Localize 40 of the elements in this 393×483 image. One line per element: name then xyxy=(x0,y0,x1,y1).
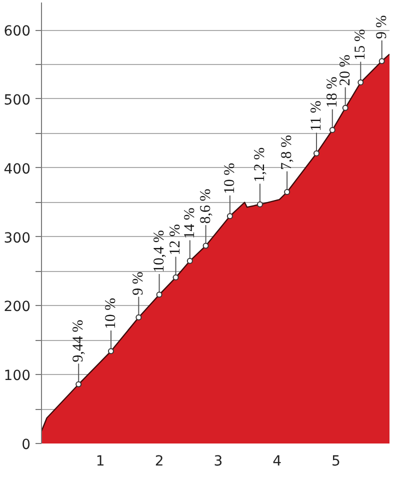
point xyxy=(342,104,348,111)
x-tick-label: 4 xyxy=(272,454,282,470)
y-tick-label: 500 xyxy=(4,92,31,108)
point xyxy=(358,79,364,86)
annotation: 10 % xyxy=(222,162,238,194)
y-tick-label: 200 xyxy=(4,299,31,316)
y-tick-label: 100 xyxy=(4,368,31,384)
point xyxy=(256,201,263,208)
x-tick-label: 1 xyxy=(96,454,105,470)
y-tick-label: 400 xyxy=(4,161,31,178)
point xyxy=(202,242,209,249)
annotation: 9,44 % xyxy=(70,320,87,362)
point xyxy=(329,126,336,133)
x-tick-label: 2 xyxy=(154,454,164,470)
point xyxy=(172,274,179,280)
y-tick-label: 0 xyxy=(22,437,31,453)
annotation: 14 % xyxy=(182,208,198,239)
y-tick-label: 600 xyxy=(4,24,31,40)
annotation: 15 % xyxy=(352,29,369,60)
annotation: 8,6 % xyxy=(198,188,214,224)
annotation: 1,2 % xyxy=(252,147,268,182)
point xyxy=(76,381,82,388)
point xyxy=(186,258,193,264)
point xyxy=(378,58,385,64)
annotation: 10 % xyxy=(102,298,119,330)
point xyxy=(313,150,320,156)
point xyxy=(284,188,290,195)
x-tick-label: 5 xyxy=(331,454,340,470)
x-tick-label: 3 xyxy=(214,454,223,470)
point xyxy=(136,314,142,320)
annotation: 7,8 % xyxy=(279,134,296,170)
point xyxy=(108,348,114,354)
annotation: 12 % xyxy=(168,224,184,256)
point xyxy=(156,292,162,298)
annotation: 10,4 % xyxy=(151,230,168,273)
point xyxy=(226,213,233,220)
annotation: 11 % xyxy=(308,100,324,132)
annotation: 9 % xyxy=(374,15,390,40)
y-tick-label: 300 xyxy=(4,230,31,246)
annotation: 9 % xyxy=(130,272,147,296)
